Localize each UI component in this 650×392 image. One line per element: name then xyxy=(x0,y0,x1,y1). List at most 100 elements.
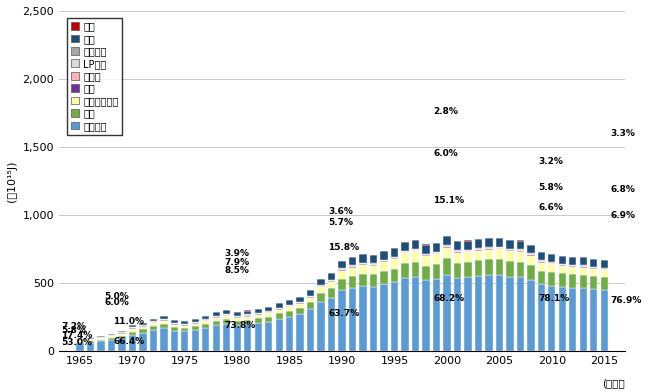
Bar xyxy=(506,261,514,277)
Bar xyxy=(527,255,534,256)
Text: 11.0%: 11.0% xyxy=(114,317,144,326)
Bar xyxy=(276,309,283,310)
Bar xyxy=(307,298,315,302)
Bar xyxy=(558,266,566,273)
Bar xyxy=(538,271,545,284)
Bar xyxy=(580,268,587,275)
Bar xyxy=(181,324,188,325)
Bar xyxy=(464,250,472,251)
Bar xyxy=(548,264,556,272)
Bar xyxy=(98,339,105,341)
Bar xyxy=(255,309,262,313)
Bar xyxy=(339,270,346,271)
Text: 53.0%: 53.0% xyxy=(61,338,92,347)
Bar xyxy=(601,290,608,351)
Bar xyxy=(558,265,566,266)
Bar xyxy=(370,265,377,266)
Bar xyxy=(171,323,178,324)
Bar xyxy=(380,271,387,284)
Bar xyxy=(181,325,188,326)
Bar xyxy=(276,310,283,313)
Bar xyxy=(118,338,125,351)
Bar xyxy=(339,269,346,270)
Bar xyxy=(464,262,472,278)
Bar xyxy=(569,266,577,267)
Bar xyxy=(98,338,105,339)
Bar xyxy=(349,267,356,268)
Bar xyxy=(422,266,430,280)
Bar xyxy=(160,321,168,324)
Bar xyxy=(276,313,283,319)
Bar xyxy=(474,239,482,248)
Bar xyxy=(150,322,157,323)
Bar xyxy=(139,329,146,332)
Bar xyxy=(349,257,356,265)
Bar xyxy=(569,265,577,266)
Bar xyxy=(580,275,587,288)
Bar xyxy=(601,269,608,270)
Bar xyxy=(474,276,482,351)
Bar xyxy=(454,251,461,252)
Bar xyxy=(359,264,367,265)
Text: 3.9%: 3.9% xyxy=(225,249,250,258)
Bar xyxy=(233,321,241,325)
Bar xyxy=(496,276,503,351)
Bar xyxy=(527,256,534,265)
Bar xyxy=(474,248,482,249)
Bar xyxy=(558,273,566,287)
Bar xyxy=(391,248,398,257)
Bar xyxy=(517,249,524,250)
Bar xyxy=(349,268,356,276)
Bar xyxy=(244,314,252,315)
Bar xyxy=(391,259,398,269)
Bar xyxy=(328,281,335,289)
Bar xyxy=(139,323,146,325)
Bar xyxy=(370,255,377,263)
Bar xyxy=(496,238,503,247)
Text: 6.6%: 6.6% xyxy=(538,203,563,212)
Bar xyxy=(223,315,231,316)
Bar xyxy=(139,332,146,351)
Bar xyxy=(558,263,566,264)
Bar xyxy=(108,338,115,340)
Bar xyxy=(601,277,608,290)
Bar xyxy=(98,336,105,337)
Bar xyxy=(496,248,503,249)
Bar xyxy=(485,238,493,247)
Bar xyxy=(118,336,125,338)
Bar xyxy=(181,321,188,324)
Bar xyxy=(506,250,514,251)
Bar xyxy=(412,240,419,249)
Bar xyxy=(244,316,252,319)
Bar xyxy=(538,263,545,271)
Text: 68.2%: 68.2% xyxy=(434,294,465,303)
Text: (年度）: (年度） xyxy=(603,378,625,388)
Bar xyxy=(412,262,419,277)
Bar xyxy=(443,248,450,258)
Bar xyxy=(296,314,304,351)
Text: 8.5%: 8.5% xyxy=(225,267,250,276)
Bar xyxy=(569,267,577,274)
Bar xyxy=(443,275,450,351)
Bar xyxy=(548,262,556,263)
Bar xyxy=(443,247,450,248)
Bar xyxy=(317,302,325,351)
Bar xyxy=(412,250,419,251)
Bar xyxy=(233,317,241,318)
Bar xyxy=(98,337,105,338)
Bar xyxy=(517,241,524,249)
Bar xyxy=(401,253,409,263)
Bar xyxy=(129,328,136,329)
Bar xyxy=(150,321,157,322)
Bar xyxy=(129,327,136,328)
Bar xyxy=(150,323,157,326)
Bar xyxy=(401,263,409,278)
Bar xyxy=(517,262,524,278)
Bar xyxy=(328,298,335,351)
Bar xyxy=(380,260,387,261)
Bar xyxy=(213,316,220,317)
Bar xyxy=(192,330,199,351)
Bar xyxy=(202,324,209,328)
Bar xyxy=(359,263,367,264)
Bar xyxy=(558,264,566,265)
